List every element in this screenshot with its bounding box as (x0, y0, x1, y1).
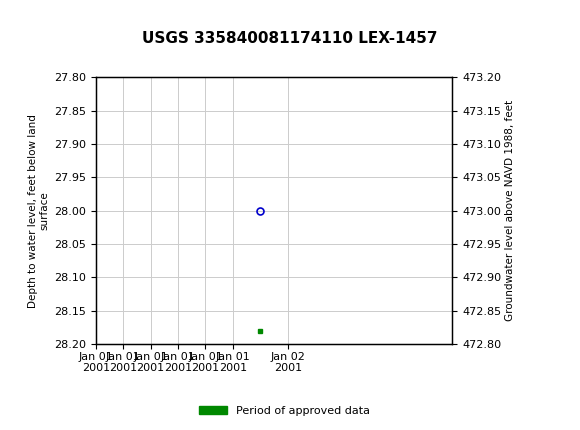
Legend: Period of approved data: Period of approved data (194, 401, 374, 420)
Y-axis label: Depth to water level, feet below land
surface: Depth to water level, feet below land su… (28, 114, 50, 307)
Text: USGS 335840081174110 LEX-1457: USGS 335840081174110 LEX-1457 (142, 31, 438, 46)
Text: USGS: USGS (26, 13, 73, 28)
FancyBboxPatch shape (5, 4, 39, 37)
Text: ▒: ▒ (5, 12, 17, 29)
Y-axis label: Groundwater level above NAVD 1988, feet: Groundwater level above NAVD 1988, feet (505, 100, 516, 321)
